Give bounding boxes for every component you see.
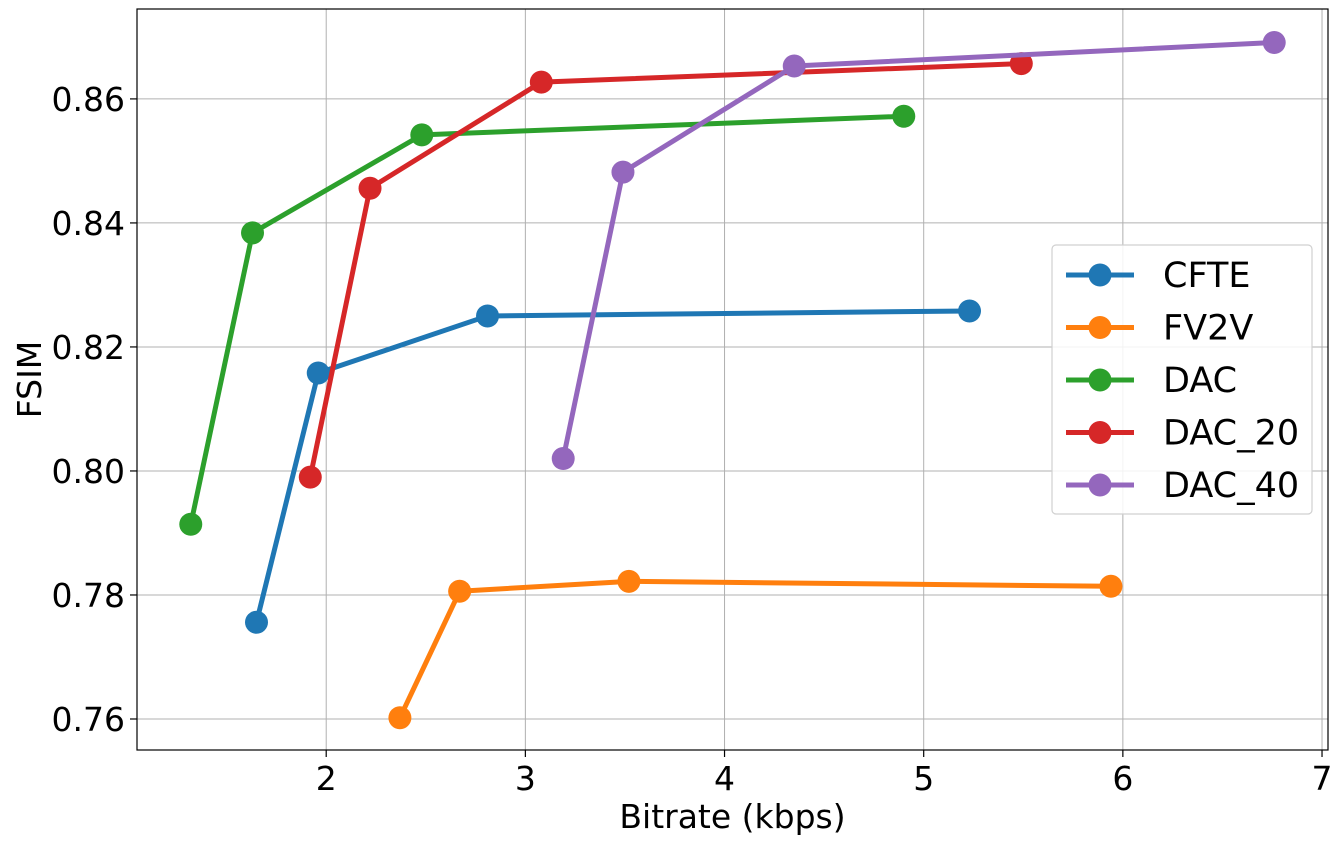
legend-item: CFTE	[1066, 256, 1250, 296]
y-tick-label: 0.84	[52, 204, 125, 243]
series-line	[560, 39, 1277, 462]
x-tick-label: 5	[913, 759, 934, 798]
ticks: 2 3 4 5 6 7 0.76 0.78 0.80 0.82 0.84 0.86	[52, 80, 1333, 798]
x-tick-label: 7	[1312, 759, 1333, 798]
series-dac-40	[551, 30, 1286, 471]
plot-frame	[136, 8, 1329, 751]
data-point	[306, 361, 330, 385]
legend-box	[1051, 244, 1313, 515]
legend-swatch-marker	[1088, 316, 1112, 339]
data-point	[551, 447, 575, 471]
x-tick-label: 2	[316, 759, 337, 798]
data-point	[241, 221, 265, 245]
legend-item: DAC	[1066, 361, 1237, 401]
data-point	[1262, 30, 1286, 54]
legend: CFTE FV2V DAC DAC_20 DAC_40	[1051, 244, 1313, 515]
x-tick-label: 3	[515, 759, 536, 798]
data-point	[388, 706, 412, 730]
legend-label: DAC	[1163, 361, 1237, 401]
y-tick-label: 0.76	[52, 700, 125, 739]
legend-swatch-marker	[1088, 263, 1112, 287]
series-line	[397, 578, 1114, 721]
y-tick-label: 0.86	[52, 80, 125, 119]
data-point	[244, 610, 268, 634]
series-cfte	[244, 299, 982, 634]
data-point	[358, 176, 382, 200]
series-fv2v	[388, 569, 1123, 730]
data-point	[298, 465, 322, 489]
series-line	[188, 113, 907, 527]
x-tick-label: 6	[1112, 759, 1133, 798]
data-point	[1099, 574, 1123, 598]
data-point	[1009, 52, 1033, 76]
data-point	[179, 512, 203, 536]
legend-item: FV2V	[1066, 309, 1253, 349]
legend-label: FV2V	[1163, 309, 1253, 349]
x-tick-label: 4	[714, 759, 735, 798]
legend-swatch-marker	[1088, 421, 1112, 444]
data-point	[892, 104, 916, 128]
y-tick-label: 0.78	[52, 576, 125, 615]
legend-label: DAC_20	[1163, 414, 1299, 454]
data-point	[617, 569, 641, 593]
legend-swatch-marker	[1088, 473, 1112, 497]
data-point	[958, 299, 982, 323]
legend-swatch-marker	[1088, 368, 1112, 392]
x-axis-label: Bitrate (kbps)	[619, 797, 845, 836]
data-point	[410, 123, 434, 147]
data-point	[611, 160, 635, 184]
y-axis-label: FSIM	[10, 341, 49, 419]
series-layer	[179, 30, 1286, 730]
legend-label: CFTE	[1163, 256, 1250, 296]
data-point	[782, 54, 806, 78]
series-dac	[179, 104, 916, 536]
y-tick-label: 0.80	[52, 452, 125, 491]
data-point	[476, 304, 500, 328]
series-dac-20	[298, 52, 1033, 489]
legend-label: DAC_40	[1163, 466, 1299, 506]
legend-item: DAC_40	[1066, 466, 1299, 506]
series-line	[253, 308, 973, 625]
data-point	[529, 70, 553, 94]
data-point	[448, 579, 472, 603]
y-tick-label: 0.82	[52, 328, 125, 367]
legend-item: DAC_20	[1066, 414, 1299, 454]
